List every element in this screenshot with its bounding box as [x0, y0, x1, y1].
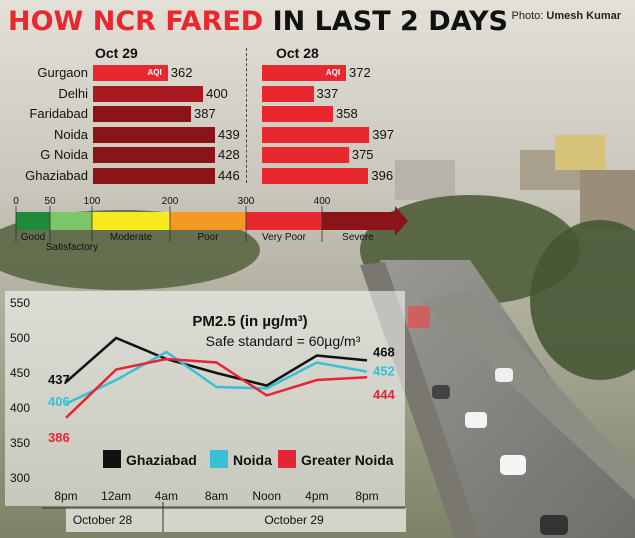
x-tick-label: 8pm [355, 489, 378, 503]
aqi-bar [262, 106, 334, 122]
series-end-label: 468 [373, 344, 395, 359]
aqi-bar [262, 126, 370, 143]
scale-arrow [395, 206, 408, 236]
x-tick-label: 8am [205, 489, 228, 503]
series-line-greater-noida [65, 357, 368, 419]
aqi-value: 400 [206, 85, 228, 101]
legend-swatch [210, 450, 228, 468]
x-group-label: October 28 [73, 513, 133, 527]
chart-title: PM2.5 (in µg/m³) [192, 313, 307, 330]
aqi-value: 372 [349, 65, 371, 80]
x-group-label: October 29 [264, 513, 324, 527]
series-start-label: 386 [48, 430, 70, 445]
date-oct28: Oct 28 [276, 45, 319, 61]
aqi-value: 428 [218, 147, 240, 162]
aqi-tag: AQI [147, 68, 162, 77]
x-tick-label: 8pm [54, 489, 77, 503]
photo-credit-prefix: Photo: [511, 10, 544, 22]
series-start-label: 406 [48, 394, 70, 409]
legend-label: Noida [233, 452, 272, 468]
aqi-tag: AQI [325, 68, 341, 77]
scale-segment [50, 212, 92, 230]
photo-credit: Photo: Umesh Kumar [512, 10, 621, 22]
legend-label: Ghaziabad [126, 452, 197, 468]
chart-subtitle: Safe standard = 60µg/m³ [206, 333, 361, 349]
series-line-ghaziabad [65, 336, 368, 387]
aqi-bar: AQI [262, 65, 347, 81]
photo-credit-name: Umesh Kumar [546, 10, 621, 22]
aqi-value: 387 [194, 106, 216, 121]
x-tick-label: 4pm [305, 489, 328, 503]
aqi-value: 397 [372, 126, 394, 142]
aqi-value: 362 [170, 65, 193, 80]
scale-category-label: Very Poor [262, 232, 307, 243]
y-tick-label: 400 [10, 401, 30, 415]
headline: HOW NCR FARED IN LAST 2 DAYS [8, 6, 508, 37]
legend-label: Greater Noida [301, 452, 394, 468]
series-end-label: 444 [373, 387, 395, 402]
city-label: G Noida [40, 147, 88, 162]
aqi-value: 358 [336, 106, 358, 121]
x-tick-label: 4am [155, 489, 178, 503]
aqi-bar [93, 85, 204, 102]
x-tick-label: 12am [101, 489, 131, 503]
scale-tick-label: 0 [13, 196, 19, 207]
chart-footer [66, 508, 406, 532]
date-oct29: Oct 29 [95, 45, 138, 61]
scale-tick-label: 300 [238, 196, 255, 207]
y-tick-label: 450 [10, 366, 30, 380]
y-tick-label: 500 [10, 331, 30, 345]
aqi-value: 396 [371, 167, 394, 183]
city-label: Faridabad [29, 106, 88, 121]
scale-category-label: Satisfactory [46, 242, 98, 253]
scale-segment [92, 212, 170, 230]
aqi-value: 337 [316, 85, 339, 101]
headline-part2: IN LAST 2 DAYS [272, 6, 508, 37]
scale-category-label: Good [21, 232, 45, 243]
aqi-bar [262, 147, 349, 163]
scale-category-label: Moderate [110, 232, 153, 243]
aqi-bar [93, 167, 215, 184]
column-separator [246, 48, 247, 183]
aqi-bar: AQI [93, 65, 168, 81]
y-tick-label: 300 [10, 471, 30, 485]
legend-swatch [103, 450, 121, 468]
scale-segment [246, 212, 322, 230]
y-tick-label: 350 [10, 436, 30, 450]
series-line-noida [65, 350, 368, 405]
city-label: Noida [54, 126, 88, 142]
scale-category-label: Severe [342, 232, 374, 243]
legend-swatch [278, 450, 296, 468]
scale-tick-label: 50 [44, 196, 56, 207]
scale-tick-label: 100 [84, 196, 101, 207]
aqi-value: 375 [351, 147, 374, 162]
aqi-bar [93, 147, 215, 163]
scale-tick-label: 200 [162, 196, 179, 207]
aqi-bar [93, 126, 215, 143]
scale-segment [16, 212, 50, 230]
y-tick-label: 550 [10, 296, 30, 310]
aqi-value: 446 [218, 167, 240, 183]
city-label: Ghaziabad [25, 167, 88, 183]
pm25-chart-panel [5, 291, 405, 506]
aqi-bar [93, 106, 191, 122]
headline-part1: HOW NCR FARED [8, 6, 264, 37]
scale-category-label: Poor [197, 232, 219, 243]
city-label: Gurgaon [37, 65, 88, 80]
aqi-bar [262, 167, 369, 184]
scale-segment [170, 212, 246, 230]
aqi-bar [262, 85, 314, 102]
x-tick-label: Noon [252, 489, 281, 503]
series-end-label: 452 [373, 364, 395, 379]
pm25-line-chart: PM2.5 (in µg/m³) Safe standard = 60µg/m³… [10, 296, 405, 532]
series-start-label: 437 [48, 372, 70, 387]
aqi-value: 439 [218, 126, 240, 142]
scale-tick-label: 400 [314, 196, 331, 207]
scale-segment [322, 212, 395, 230]
city-label: Delhi [58, 85, 88, 101]
